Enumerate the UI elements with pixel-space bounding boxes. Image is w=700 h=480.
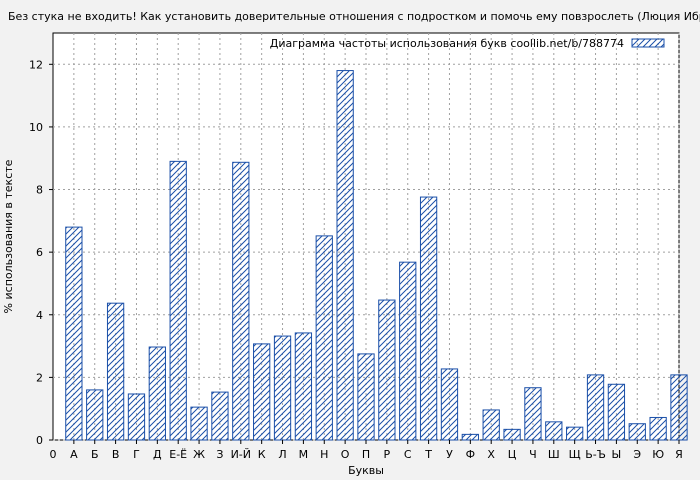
bar-А — [65, 226, 83, 441]
x-axis-ticks: 0 А Б В Г Д Е-Ё Ж З И-Й К Л М Н О П Р С Т У Ф Х Ц Ч Ш Щ Ь-Ъ Ы Э Ю Я — [50, 440, 683, 461]
x-tick-label: М — [299, 448, 309, 461]
y-tick-label: 8 — [36, 184, 43, 197]
x-tick-label: З — [216, 448, 223, 461]
bar-Ь-Ъ — [586, 374, 605, 441]
x-tick-label: Р — [384, 448, 391, 461]
x-tick-label: Я — [675, 448, 683, 461]
bar-Ф — [461, 433, 479, 441]
bar-Б — [86, 389, 104, 441]
x-tick-label: Э — [633, 448, 641, 461]
bar-Л — [273, 335, 292, 441]
x-tick-label: Е-Ё — [169, 448, 187, 461]
bar-Х — [482, 409, 500, 441]
y-tick-label: 10 — [29, 121, 43, 134]
bar-Е-Ё — [169, 160, 187, 441]
x-tick-label: Ь-Ъ — [585, 448, 606, 461]
bar-У — [440, 368, 459, 441]
x-tick-label: Ж — [193, 448, 205, 461]
x-tick-label: Б — [91, 448, 99, 461]
bar-Т — [419, 196, 438, 441]
x-tick-label: П — [362, 448, 370, 461]
x-tick-label: Щ — [569, 448, 581, 461]
x-tick-label: Г — [133, 448, 140, 461]
x-tick-label: Ы — [612, 448, 622, 461]
y-tick-label: 2 — [36, 371, 43, 384]
legend: Диаграмма частоты использования букв coo… — [270, 37, 665, 50]
x-tick-label: Ш — [548, 448, 560, 461]
y-tick-label: 12 — [29, 58, 43, 71]
y-tick-label: 4 — [36, 309, 43, 322]
x-tick-label: И-Й — [231, 448, 251, 461]
x-tick-label: Ф — [466, 448, 475, 461]
bar-И-Й — [232, 161, 250, 441]
y-axis-title: % использования в тексте — [2, 159, 15, 313]
x-axis-title: Буквы — [348, 464, 384, 477]
bar-Э — [628, 423, 646, 441]
bar-Н — [315, 235, 333, 441]
x-tick-label: Л — [278, 448, 286, 461]
x-tick-label: Ц — [508, 448, 517, 461]
x-tick-label: К — [258, 448, 266, 461]
y-tick-label: 6 — [36, 246, 43, 259]
legend-swatch — [631, 38, 665, 48]
bar-Щ — [566, 426, 584, 441]
legend-label: Диаграмма частоты использования букв coo… — [270, 37, 624, 50]
bar-З — [211, 391, 229, 441]
x-tick-label: Д — [153, 448, 162, 461]
x-tick-label: О — [341, 448, 350, 461]
bar-О — [336, 70, 354, 441]
y-axis-ticks: 0 2 4 6 8 10 12 — [29, 58, 53, 447]
bar-М — [294, 332, 313, 441]
bar-Ц — [503, 428, 521, 441]
bar-Ч — [524, 387, 542, 441]
x-tick-label-origin: 0 — [50, 448, 57, 461]
x-tick-label: Н — [320, 448, 328, 461]
bar-Ж — [190, 406, 208, 441]
bar-Ш — [545, 421, 563, 441]
x-tick-label: Т — [424, 448, 432, 461]
bar-В — [106, 302, 125, 441]
bar-К — [253, 343, 271, 441]
bar-С — [399, 261, 417, 441]
x-tick-label: Х — [487, 448, 495, 461]
y-tick-label: 0 — [36, 434, 43, 447]
x-tick-label: А — [70, 448, 78, 461]
x-tick-label: Ю — [652, 448, 664, 461]
bar-П — [357, 353, 375, 441]
x-tick-label: Ч — [529, 448, 537, 461]
x-tick-label: В — [112, 448, 120, 461]
x-tick-label: У — [446, 448, 453, 461]
chart-title: Без стука не входить! Как установить дов… — [8, 10, 700, 23]
bar-Ы — [607, 383, 626, 441]
x-tick-label: С — [404, 448, 412, 461]
bar-Д — [148, 346, 166, 441]
bar-Ю — [649, 416, 667, 441]
bar-Р — [378, 299, 396, 441]
bar-Г — [127, 393, 146, 441]
bar-Я — [670, 374, 688, 441]
